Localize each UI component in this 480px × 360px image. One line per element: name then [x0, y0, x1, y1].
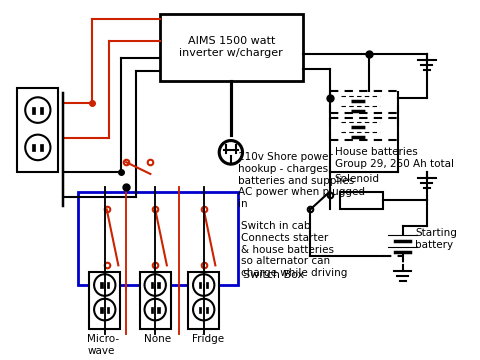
Bar [206, 307, 208, 312]
Circle shape [144, 299, 166, 320]
Text: House batteries
Group 29, 250 Ah total: House batteries Group 29, 250 Ah total [335, 147, 454, 169]
Bar [199, 307, 202, 312]
Bar [157, 307, 160, 312]
Circle shape [219, 140, 242, 164]
Text: Micro-
wave: Micro- wave [87, 334, 120, 356]
Text: Connects starter
& house batteries
so alternator can
charge while driving: Connects starter & house batteries so al… [240, 233, 347, 278]
Text: Solenoid: Solenoid [335, 174, 380, 184]
Bar [151, 282, 153, 288]
Bar [339, 192, 383, 209]
Text: Switch in cab: Switch in cab [240, 221, 310, 231]
Circle shape [144, 274, 166, 296]
Bar [17, 89, 58, 172]
Bar [100, 307, 103, 312]
Circle shape [193, 299, 215, 320]
Bar [40, 144, 43, 151]
Bar [188, 272, 219, 329]
Text: Switch Box: Switch Box [242, 270, 304, 280]
Text: Fridge: Fridge [192, 334, 224, 344]
Bar [40, 107, 43, 114]
Text: AIMS 1500 watt
inverter w/charger: AIMS 1500 watt inverter w/charger [180, 36, 283, 58]
Bar [206, 282, 208, 288]
Bar [107, 282, 109, 288]
Bar [107, 307, 109, 312]
Circle shape [25, 135, 50, 160]
Text: 110v Shore power
hookup - charges
batteries and supplies
AC power when plugged
i: 110v Shore power hookup - charges batter… [238, 152, 365, 209]
Text: None: None [144, 334, 171, 344]
Bar [160, 14, 303, 81]
Bar [140, 272, 171, 329]
Bar [157, 282, 160, 288]
Circle shape [94, 299, 115, 320]
Bar [89, 272, 120, 329]
Bar [33, 144, 35, 151]
Circle shape [94, 274, 115, 296]
Bar [100, 282, 103, 288]
Bar [199, 282, 202, 288]
Circle shape [25, 97, 50, 123]
Bar [151, 307, 153, 312]
Bar [33, 107, 35, 114]
Bar [78, 192, 238, 285]
Text: Starting
battery: Starting battery [415, 228, 457, 249]
Circle shape [193, 274, 215, 296]
